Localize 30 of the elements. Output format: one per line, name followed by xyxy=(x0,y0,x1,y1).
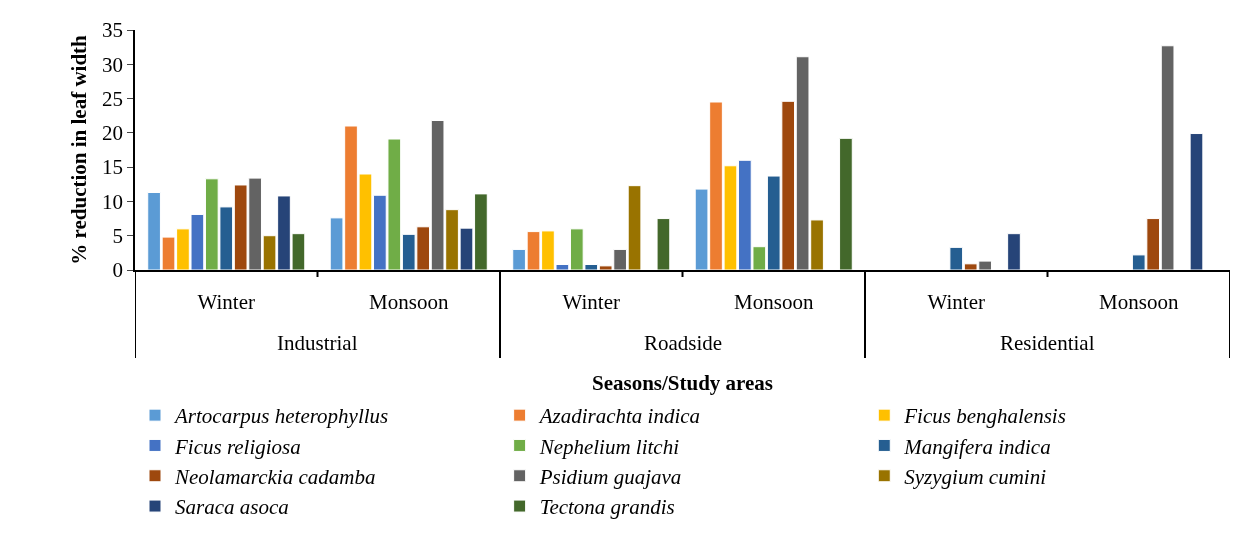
x-tick-label: Winter xyxy=(197,290,255,315)
x-tick-label: Monsoon xyxy=(734,290,814,315)
y-tick-label: 10 xyxy=(102,189,124,214)
y-tick-label: 0 xyxy=(112,258,124,283)
legend-label: Tectona grandis xyxy=(539,495,675,520)
y-axis-title: % reduction in leaf width xyxy=(66,34,91,265)
text: Residential xyxy=(1000,331,1095,355)
text: Industrial xyxy=(277,331,358,355)
legend-label: Mangifera indica xyxy=(903,434,1051,459)
x-tick-label: Winter xyxy=(927,290,985,315)
x-axis-title: Seasons/Study areas xyxy=(591,370,774,395)
y-tick-label: 30 xyxy=(102,52,124,77)
legend-label: Syzygium cumini xyxy=(904,464,1047,489)
legend-label: Artocarpus heterophyllus xyxy=(173,404,389,429)
x-tick-label: Monsoon xyxy=(369,290,449,315)
y-tick-label: 20 xyxy=(102,121,124,146)
y-tick-label: 5 xyxy=(112,224,124,249)
legend-label: Psidium guajava xyxy=(538,464,682,489)
legend-label: Saraca asoca xyxy=(175,495,289,520)
y-tick-label: 15 xyxy=(102,155,124,180)
legend-label: Neolamarckia cadamba xyxy=(174,464,376,489)
legend-label: Ficus benghalensis xyxy=(903,404,1066,429)
x-tick-label: Monsoon xyxy=(1099,290,1179,315)
x-tick-label: Winter xyxy=(562,290,620,315)
y-tick-label: 25 xyxy=(102,86,124,111)
y-tick-label: 35 xyxy=(102,18,124,43)
legend-label: Azadirachta indica xyxy=(537,404,701,429)
text: Roadside xyxy=(644,331,723,355)
legend-label: Ficus religiosa xyxy=(174,434,301,459)
legend-label: Nephelium litchi xyxy=(538,434,680,459)
